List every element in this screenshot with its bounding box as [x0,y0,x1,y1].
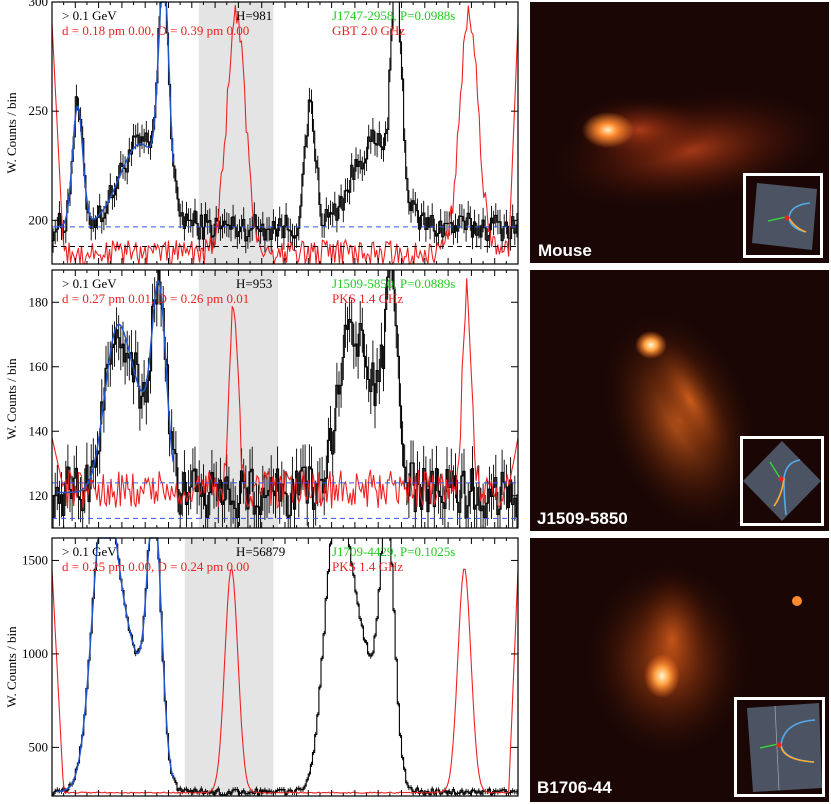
radio-profile [51,278,519,509]
model-fit-curve [56,280,174,494]
gamma-histogram [52,537,518,796]
pulsar-spot [644,654,680,698]
phase-separation: d = 0.18 pm 0.00, D = 0.39 pm 0.00 [62,23,249,38]
pulsar-name-period: J1709-4429, P=0.1025s [332,544,455,559]
pulsar-name-period: J1747-2958, P=0.0988s [332,8,455,23]
field-source [792,596,802,606]
y-tick-label: 140 [29,423,49,438]
y-tick-label: 500 [29,739,49,754]
energy-label: > 0.1 GeV [62,544,117,559]
radio-telescope: PKS 1.4 GHz [332,291,403,306]
geometry-inset [743,173,823,258]
image-label: J1509-5850 [537,509,628,528]
radio-profile [51,568,519,794]
y-tick-label: 120 [29,488,49,503]
image-label: Mouse [538,241,592,260]
image-label: B1706-44 [537,778,612,797]
y-tick-label: 1000 [22,646,48,661]
y-axis-label: W. Counts / bin [4,626,19,708]
gamma-histogram [52,1,518,242]
energy-label: > 0.1 GeV [62,8,117,23]
y-tick-label: 160 [29,359,49,374]
y-tick-label: 300 [29,0,49,9]
y-tick-label: 200 [29,212,49,227]
model-fit-curve [56,537,174,793]
radio-profile [51,5,519,266]
h-statistic: H=981 [236,8,272,23]
y-tick-label: 250 [29,103,49,118]
profile-panel-b1706: 500 1000 1500 W. Counts / bin > 0.1 GeV H=… [4,537,519,797]
radio-telescope: PKS 1.4 GHz [332,559,403,574]
model-fit-curve [56,1,174,228]
y-tick-label: 180 [29,294,49,309]
y-axis-label: W. Counts / bin [4,358,19,440]
phase-separation: d = 0.27 pm 0.01, D = 0.26 pm 0.01 [62,291,249,306]
gamma-error-bars [52,540,518,796]
offpulse-shading [184,538,274,796]
geometry-inset [734,697,825,797]
pulsar-spot [635,331,667,359]
plot-frame [51,537,519,797]
nebula-head [582,112,634,148]
radio-telescope: GBT 2.0 GHz [332,23,405,38]
phase-separation: d = 0.25 pm 0.00, D = 0.24 pm 0.00 [62,559,249,574]
xray-image-j1509: J1509-5850 [530,270,829,531]
h-statistic: H=953 [236,276,272,291]
y-axis-label: W. Counts / bin [4,92,19,174]
y-tick-label: 1500 [22,552,48,567]
h-statistic: H=56879 [236,544,285,559]
energy-label: > 0.1 GeV [62,276,117,291]
nebula-arc [648,336,732,464]
geometry-inset [740,436,824,526]
profile-panel-j1509: 120 140 160 180 W. Counts / bin > 0.1 GeV H… [4,269,519,529]
profile-panel-mouse: 200 250 300 W. Counts / bin > 0.1 GeV H=98… [4,0,519,266]
xray-image-b1706: B1706-44 [530,538,829,802]
xray-image-mouse: Mouse [530,2,829,263]
pulsar-name-period: J1509-5850, P=0.0889s [332,276,455,291]
